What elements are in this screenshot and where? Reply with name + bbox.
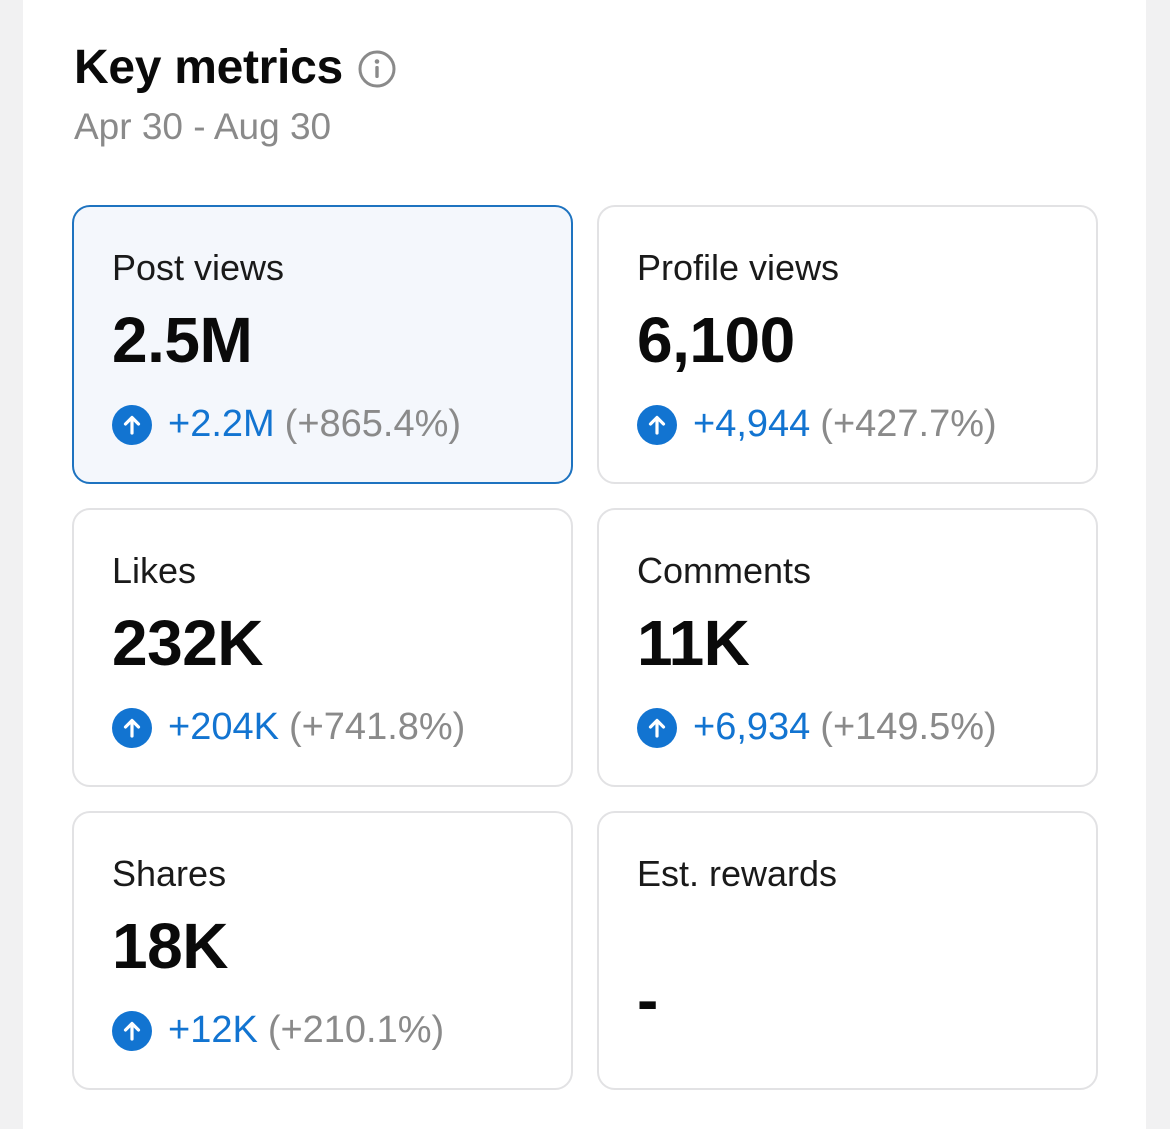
metric-percent-change: (+741.8%) — [288, 706, 466, 748]
arrow-up-circle-icon — [637, 707, 677, 748]
metric-label: Comments — [637, 550, 812, 591]
metric-value: 232K — [112, 607, 264, 679]
metric-value: - — [637, 964, 659, 1036]
metric-card-profile-views[interactable]: Profile views 6,100 +4,944 (+427.7%) — [597, 205, 1098, 484]
metric-delta: +6,934 — [693, 706, 811, 748]
metric-card-est-rewards[interactable]: Est. rewards - — [597, 811, 1098, 1090]
metric-change: +204K (+741.8%) — [112, 706, 465, 749]
metric-delta: +2.2M — [168, 403, 275, 445]
metrics-grid: Post views 2.5M +2.2M (+865.4%) Profile … — [72, 205, 1098, 1090]
metric-delta: +12K — [168, 1009, 258, 1051]
metric-value: 6,100 — [637, 304, 795, 376]
date-range: Apr 30 - Aug 30 — [74, 106, 332, 147]
arrow-up-circle-icon — [637, 404, 677, 445]
metric-percent-change: (+149.5%) — [820, 706, 997, 748]
metric-change: +4,944 (+427.7%) — [637, 403, 997, 446]
info-icon[interactable] — [357, 49, 397, 89]
arrow-up-circle-icon — [112, 707, 152, 748]
metric-label: Shares — [112, 853, 227, 894]
metric-card-shares[interactable]: Shares 18K +12K (+210.1%) — [72, 811, 573, 1090]
metric-delta: +204K — [168, 706, 279, 748]
metric-value: 2.5M — [112, 304, 253, 376]
metric-percent-change: (+210.1%) — [267, 1009, 445, 1051]
metric-card-comments[interactable]: Comments 11K +6,934 (+149.5%) — [597, 508, 1098, 787]
metric-delta: +4,944 — [693, 403, 811, 445]
metric-value: 18K — [112, 910, 228, 982]
metric-percent-change: (+865.4%) — [284, 403, 462, 445]
metric-change: +6,934 (+149.5%) — [637, 706, 997, 749]
metric-label: Profile views — [637, 247, 840, 288]
metric-value: 11K — [637, 607, 750, 679]
metric-card-likes[interactable]: Likes 232K +204K (+741.8%) — [72, 508, 573, 787]
arrow-up-circle-icon — [112, 404, 152, 445]
metric-change: +12K (+210.1%) — [112, 1009, 444, 1052]
metric-change: +2.2M (+865.4%) — [112, 403, 461, 446]
metric-label: Likes — [112, 550, 197, 591]
title-row: Key metrics — [74, 36, 774, 98]
metric-label: Est. rewards — [637, 853, 838, 894]
metric-card-post-views[interactable]: Post views 2.5M +2.2M (+865.4%) — [72, 205, 573, 484]
metric-label: Post views — [112, 247, 285, 288]
page-title: Key metrics — [74, 40, 343, 94]
metric-percent-change: (+427.7%) — [820, 403, 997, 445]
arrow-up-circle-icon — [112, 1010, 152, 1051]
key-metrics-header: Key metrics Apr 30 - Aug 30 — [74, 36, 774, 148]
